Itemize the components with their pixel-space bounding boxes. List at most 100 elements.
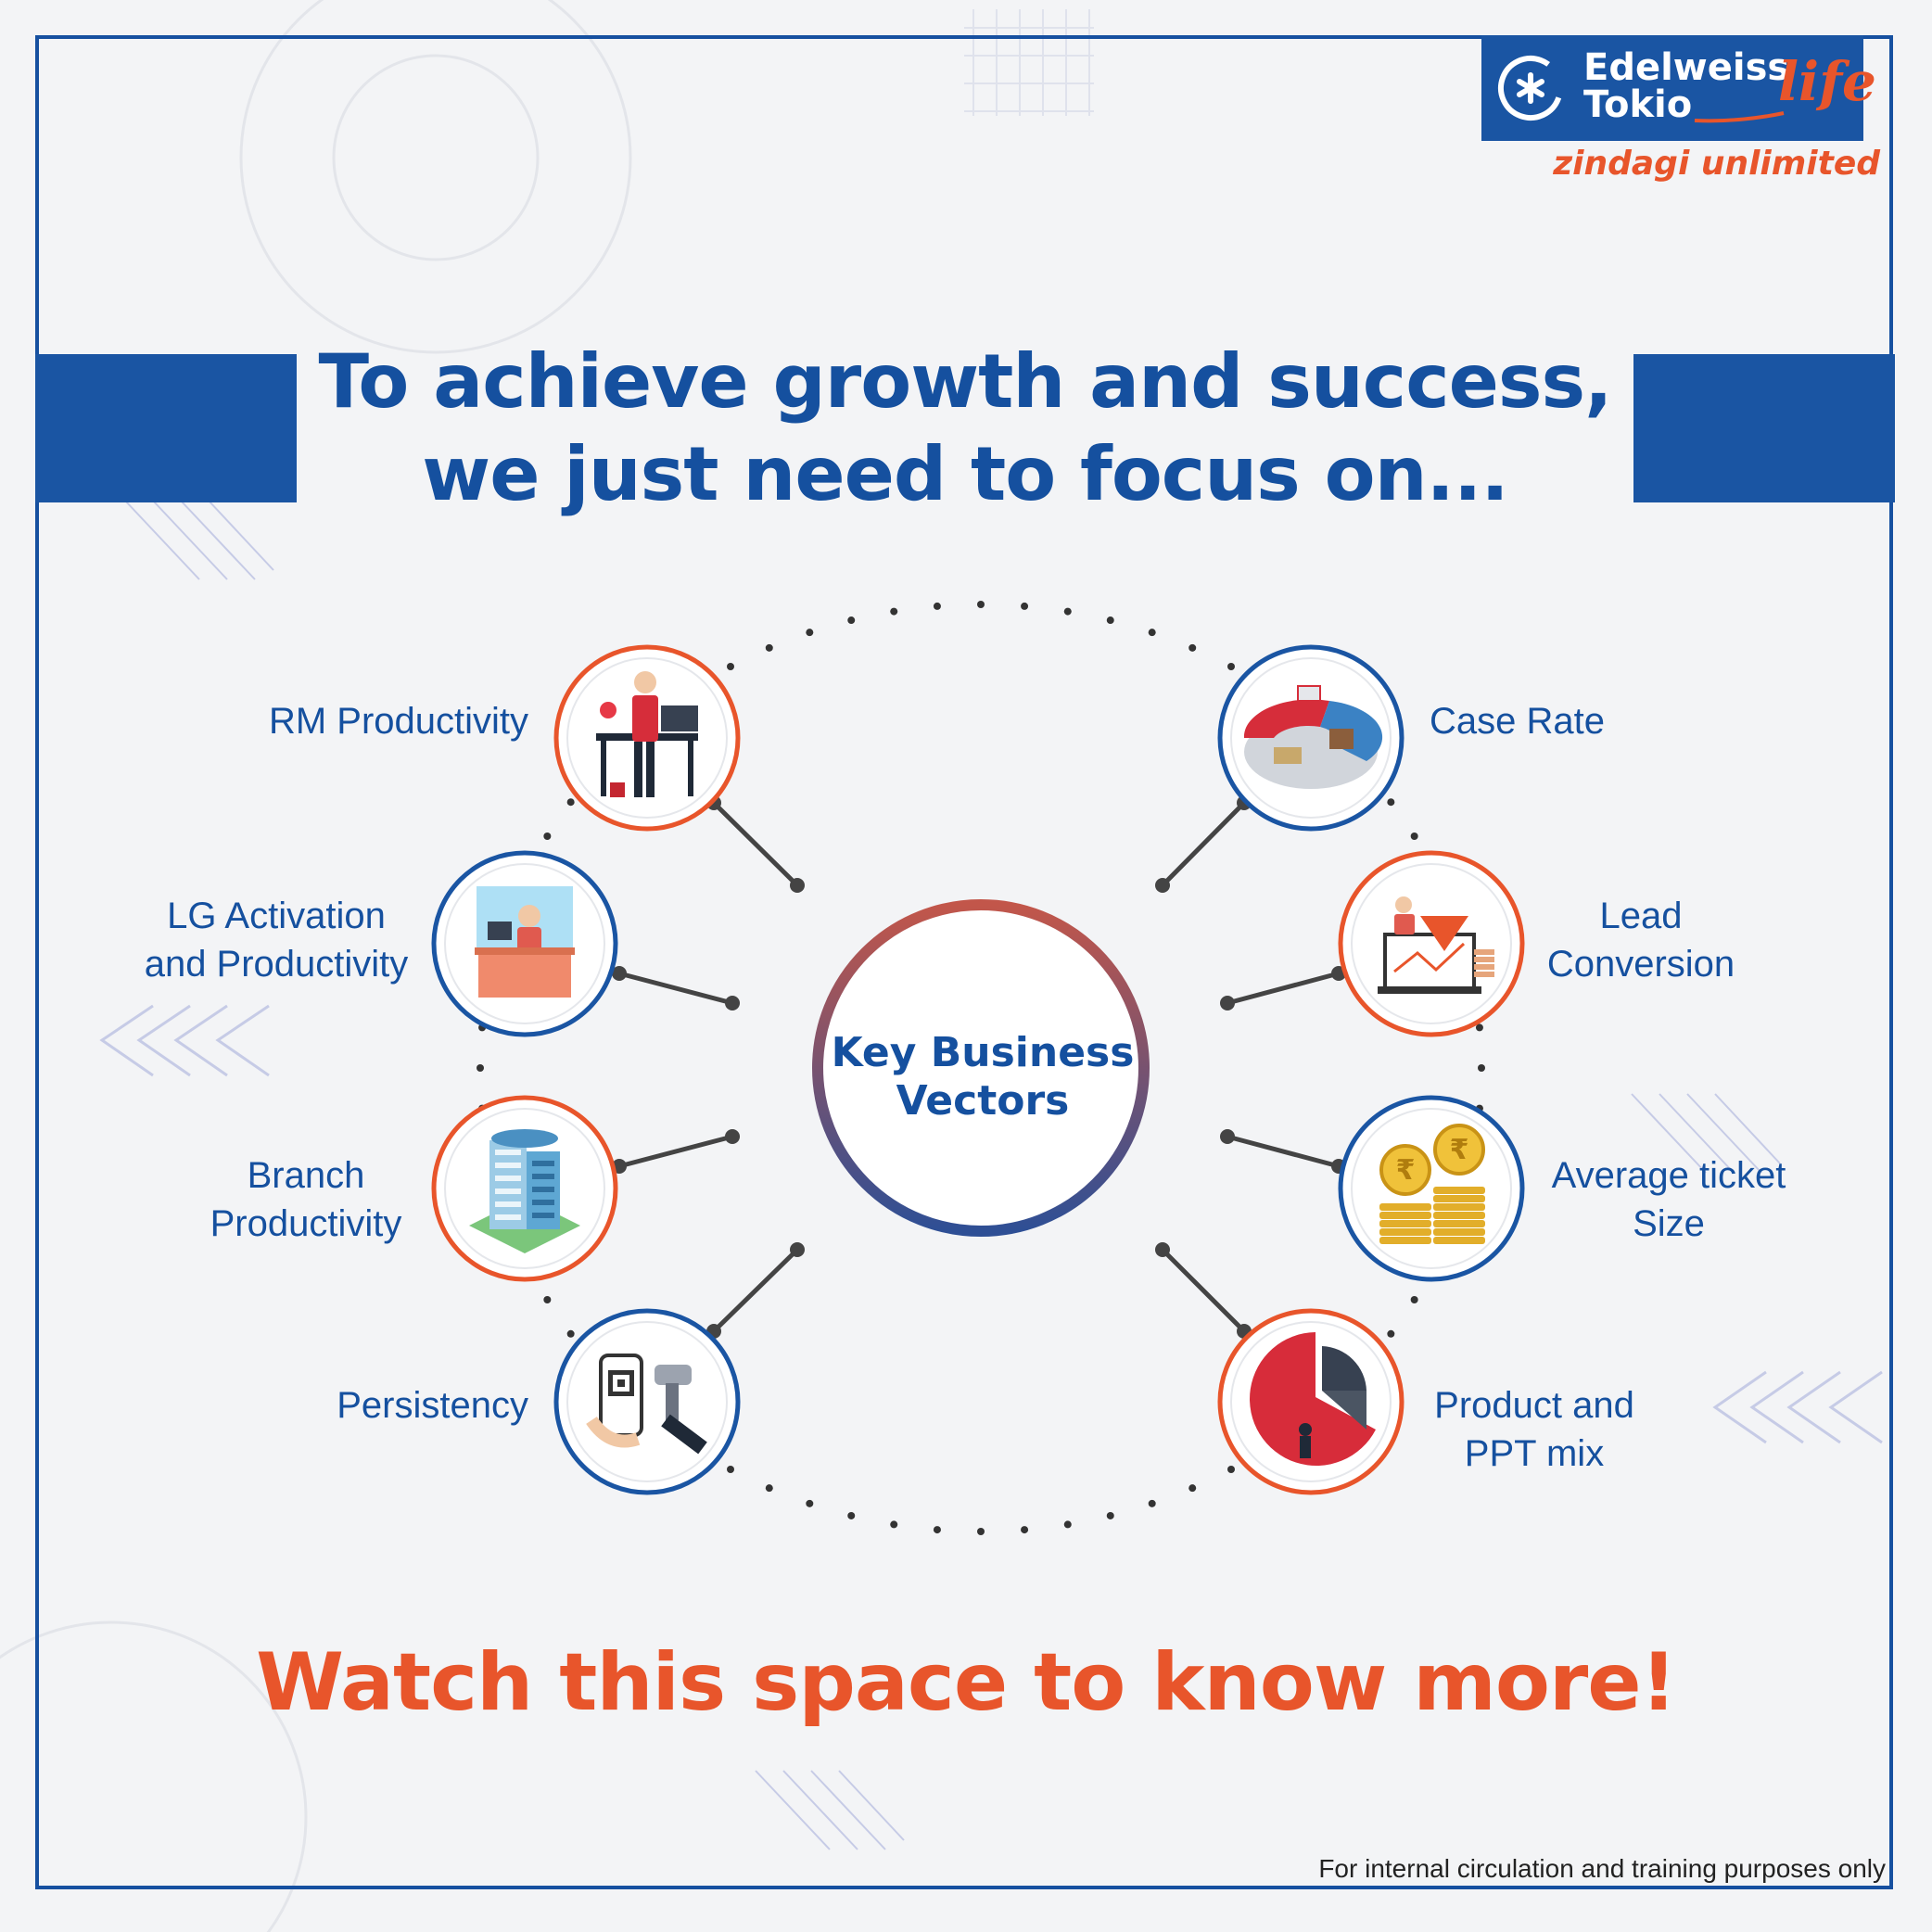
footnote: For internal circulation and training pu… xyxy=(1318,1854,1886,1883)
vector-node-product xyxy=(1217,1308,1405,1495)
orbit-dot xyxy=(1106,1511,1114,1519)
connector-rm xyxy=(712,801,799,887)
orbit-dot xyxy=(727,662,734,670)
orbit-dot xyxy=(1188,1484,1197,1493)
hatch-lines-right xyxy=(1631,1093,1781,1174)
vector-node-lead xyxy=(1338,850,1525,1037)
orbit-dot xyxy=(543,1296,552,1303)
orbit-dot xyxy=(566,798,575,807)
orbit-dot xyxy=(1063,607,1072,616)
orbit-dot xyxy=(1227,1466,1235,1474)
orbit-dot xyxy=(1021,602,1029,610)
orbit-dot xyxy=(543,833,552,840)
orbit-dot xyxy=(1387,798,1395,807)
call-to-action: Watch this space to know more! xyxy=(256,1636,1677,1729)
label-lg-line2: and Productivity xyxy=(144,944,409,985)
orbit-dot xyxy=(977,601,985,608)
headline-line1: To achieve growth and success, xyxy=(318,338,1612,425)
rupee-coins-icon: ₹₹ xyxy=(1379,1124,1485,1244)
label-average-ticket: Average ticket Size xyxy=(1530,1151,1808,1248)
orbit-dot xyxy=(727,1466,734,1474)
orbit-dot xyxy=(1106,616,1114,625)
node-inner xyxy=(566,1321,728,1482)
label-rm-line1: RM Productivity xyxy=(268,701,528,742)
headline-line2: we just need to focus on... xyxy=(422,431,1508,517)
label-branch-line2: Productivity xyxy=(210,1203,402,1244)
vector-node-ticket: ₹₹ xyxy=(1338,1095,1525,1282)
hatch-lines-bottom xyxy=(755,1770,905,1850)
orbit-dot xyxy=(765,643,773,652)
brand-name-life: life xyxy=(1778,50,1876,113)
label-lg-activation: LG Activation and Productivity xyxy=(128,892,425,988)
connector-dot xyxy=(790,1242,805,1257)
orbit-dot xyxy=(765,1484,773,1493)
connector-lg xyxy=(618,971,733,1006)
label-case-rate: Case Rate xyxy=(1430,697,1605,745)
orbit-dot xyxy=(933,1526,941,1534)
connector-dot xyxy=(1220,996,1235,1010)
label-persistency: Persistency xyxy=(337,1381,528,1430)
orbit-dot xyxy=(1387,1329,1395,1338)
orbit-dot xyxy=(477,1064,484,1072)
label-branch-productivity: Branch Productivity xyxy=(176,1151,436,1248)
brand-logo: Edelweiss Tokio life xyxy=(1481,35,1876,141)
logo-swoosh xyxy=(1694,111,1785,123)
vector-node-case xyxy=(1217,644,1405,832)
brand-tagline: zindagi unlimited xyxy=(1553,145,1880,183)
label-product-line1: Product and xyxy=(1434,1385,1634,1426)
svg-text:₹: ₹ xyxy=(1450,1134,1469,1166)
label-branch-line1: Branch xyxy=(247,1155,365,1196)
headline-band-left xyxy=(35,354,297,502)
label-product-ppt: Product and PPT mix xyxy=(1409,1381,1659,1478)
orbit-dot xyxy=(566,1329,575,1338)
chevrons-right xyxy=(1712,1370,1883,1444)
orbit-dot xyxy=(1148,629,1156,637)
page-frame xyxy=(35,35,1893,1889)
label-lead-conversion: Lead Conversion xyxy=(1520,892,1761,988)
node-inner xyxy=(1351,1108,1512,1269)
brand-name-line1: Edelweiss xyxy=(1583,46,1790,89)
vector-node-branch xyxy=(431,1095,618,1282)
orbit-dot xyxy=(1148,1499,1156,1507)
connector-case xyxy=(1161,801,1246,887)
center-title: Key Business Vectors xyxy=(816,1029,1150,1125)
orbit-dot xyxy=(1021,1526,1029,1534)
connector-dot xyxy=(612,966,627,981)
pie-segments-icon xyxy=(1243,685,1383,789)
asterisk-logo-icon xyxy=(1498,56,1563,121)
connector-persistency xyxy=(712,1248,799,1333)
orbit-dot xyxy=(890,607,898,616)
label-ticket-line2: Size xyxy=(1633,1203,1705,1244)
orbit-dot xyxy=(933,602,941,610)
brand-name-line2: Tokio xyxy=(1583,83,1693,126)
pie-push-icon xyxy=(1250,1332,1376,1466)
connector-lead xyxy=(1227,971,1340,1006)
orbit-dot xyxy=(1188,643,1197,652)
orbit-dot xyxy=(1227,662,1235,670)
orbit-dot xyxy=(1063,1520,1072,1529)
vector-node-persistency xyxy=(553,1308,741,1495)
orbit-dot xyxy=(977,1528,985,1535)
office-building-icon xyxy=(469,1129,580,1253)
chevrons-left xyxy=(99,1004,270,1077)
orbit-dot xyxy=(806,629,814,637)
connector-product xyxy=(1161,1248,1246,1333)
connector-dot xyxy=(1220,1129,1235,1144)
label-product-line2: PPT mix xyxy=(1464,1433,1605,1474)
connector-branch xyxy=(618,1134,733,1169)
connector-dot xyxy=(725,1129,740,1144)
service-counter-icon xyxy=(475,886,575,998)
label-ticket-line1: Average ticket xyxy=(1551,1155,1786,1196)
orbit-dot xyxy=(806,1499,814,1507)
vector-node-lg xyxy=(431,850,618,1037)
center-line1: Key Business xyxy=(831,1029,1135,1076)
orbit-dot xyxy=(847,616,856,625)
orbit-dot xyxy=(1478,1064,1485,1072)
label-persistency-line1: Persistency xyxy=(337,1385,528,1426)
connector-dot xyxy=(790,878,805,893)
connector-dot xyxy=(1155,878,1170,893)
orbit-dot xyxy=(1410,1296,1418,1303)
headline-band-right xyxy=(1633,354,1895,502)
